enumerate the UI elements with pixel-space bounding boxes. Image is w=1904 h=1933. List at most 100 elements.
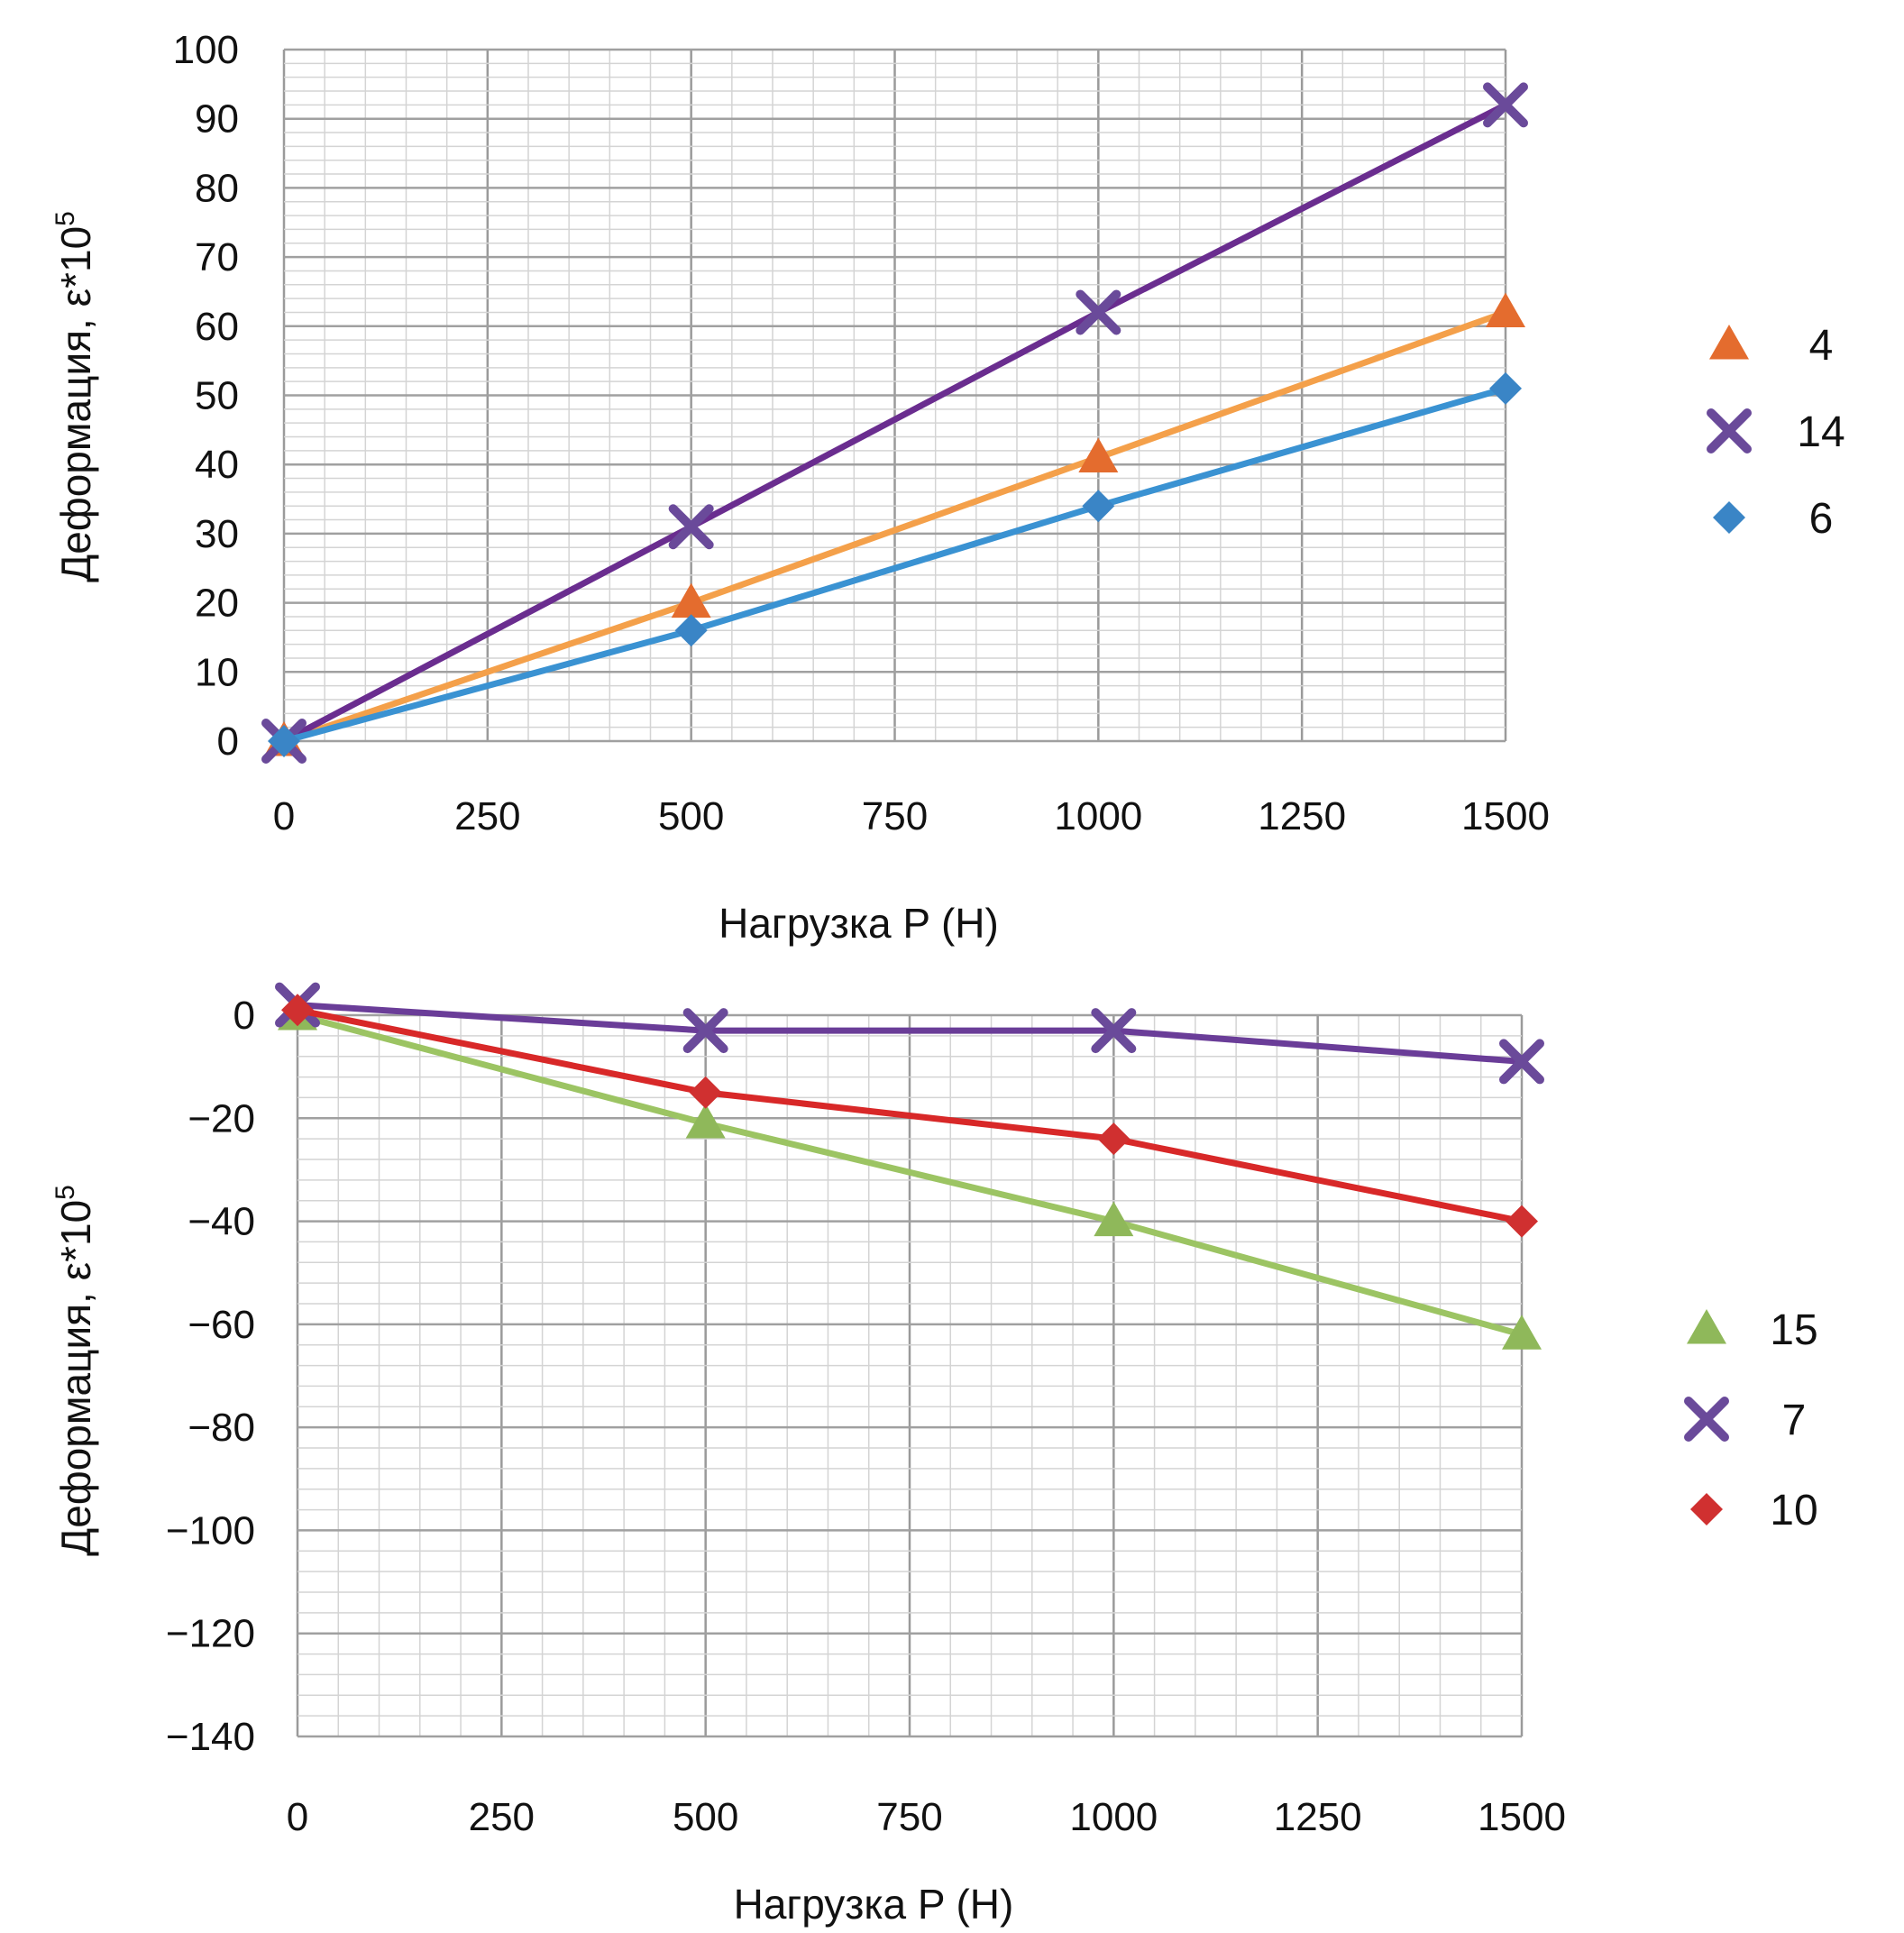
marker-stroke <box>1483 82 1528 128</box>
x-tick-labels: 0 250 500 750 1000 1250 1500 <box>287 1795 1566 1839</box>
legend-marker-6 <box>1713 501 1745 534</box>
x-tick-label: 0 <box>273 794 295 838</box>
series-line-14 <box>280 101 1509 745</box>
series-6 <box>268 371 1522 757</box>
y-tick-label: 80 <box>195 166 239 210</box>
legend-label-14: 14 <box>1797 408 1844 456</box>
data-point-10 <box>689 1076 722 1109</box>
x-tick-label: 1500 <box>1478 1795 1566 1839</box>
legend-marker-15 <box>1687 1309 1726 1344</box>
y-tick-label: 0 <box>217 719 239 764</box>
y-tick-label: −40 <box>188 1200 255 1244</box>
marker-stroke <box>1707 408 1752 453</box>
y-tick-label: −20 <box>188 1096 255 1141</box>
series-15 <box>278 995 1542 1350</box>
marker-stroke <box>1076 289 1121 335</box>
series-line-15 <box>294 1012 1525 1338</box>
x-tick-label: 750 <box>876 1795 942 1839</box>
y-axis-title-exponent: 5 <box>50 211 80 226</box>
y-axis-title: Деформация, ε*105 <box>50 211 99 582</box>
data-point-15 <box>1502 1315 1542 1350</box>
y-tick-label: 40 <box>195 443 239 487</box>
y-tick-label: 0 <box>233 994 255 1038</box>
x-tick-label: 0 <box>287 1795 308 1839</box>
legend-label-6: 6 <box>1809 495 1834 543</box>
data-point-6 <box>674 614 708 647</box>
series-line-7 <box>294 1002 1525 1065</box>
x-tick-label: 1250 <box>1274 1795 1362 1839</box>
y-tick-labels: 0 10 20 30 40 50 60 70 80 90 100 <box>173 28 239 764</box>
y-tick-label: 10 <box>195 650 239 694</box>
series-10 <box>281 994 1538 1238</box>
y-axis-title-text: Деформация, ε*10 <box>52 226 99 582</box>
data-point-6 <box>1489 371 1522 405</box>
marker-stroke <box>682 1008 728 1054</box>
x-tick-label: 500 <box>673 1795 738 1839</box>
y-axis-title: Деформация, ε*105 <box>50 1185 99 1556</box>
x-tick-label: 250 <box>454 794 520 838</box>
data-point-10 <box>1097 1122 1130 1156</box>
x-tick-label: 1250 <box>1258 794 1346 838</box>
chart-top-positive-strain: 0 250 500 750 1000 1250 1500 0 10 20 30 40 50 60 70 80 9… <box>50 28 1845 947</box>
x-tick-label: 500 <box>658 794 724 838</box>
data-point-4 <box>1078 437 1119 473</box>
x-axis-title: Нагрузка P (Н) <box>734 1881 1014 1928</box>
series-line-6 <box>280 385 1509 745</box>
y-tick-label: −80 <box>188 1406 255 1450</box>
y-tick-label: 70 <box>195 235 239 279</box>
data-point-7 <box>682 1008 728 1054</box>
y-tick-label: 90 <box>195 97 239 142</box>
y-tick-label: 30 <box>195 512 239 556</box>
data-point-6 <box>1082 490 1115 523</box>
y-axis-title-exponent: 5 <box>50 1185 80 1200</box>
legend: 4 14 6 <box>1707 322 1845 543</box>
legend-label-7: 7 <box>1782 1397 1807 1444</box>
legend-marker-10 <box>1690 1493 1723 1525</box>
y-tick-label: 50 <box>195 374 239 418</box>
data-point-4 <box>671 582 711 618</box>
y-tick-label: −120 <box>166 1612 255 1656</box>
legend-marker-14 <box>1707 408 1752 453</box>
data-point-14 <box>668 504 714 550</box>
x-tick-label: 1000 <box>1054 794 1142 838</box>
data-point-14 <box>1076 289 1121 335</box>
marker-stroke <box>1091 1008 1137 1054</box>
chart-bottom-negative-strain: 0 250 500 750 1000 1250 1500 0 −20 −40 −60 −80 −100 −… <box>50 982 1818 1928</box>
marker-stroke <box>668 504 714 550</box>
legend-label-4: 4 <box>1809 322 1834 370</box>
y-tick-label: −140 <box>166 1715 255 1759</box>
data-point-4 <box>1486 292 1525 327</box>
x-tick-label: 1000 <box>1069 1795 1158 1839</box>
y-axis-title-text: Деформация, ε*10 <box>52 1200 99 1556</box>
marker-stroke <box>1684 1397 1729 1442</box>
data-point-7 <box>1091 1008 1137 1054</box>
grid <box>282 48 1507 743</box>
x-tick-label: 750 <box>862 794 928 838</box>
marker-stroke <box>1499 1039 1544 1085</box>
legend-label-10: 10 <box>1770 1487 1817 1534</box>
data-point-15 <box>1094 1201 1134 1237</box>
legend: 15 7 10 <box>1684 1306 1818 1534</box>
x-tick-label: 250 <box>469 1795 535 1839</box>
series-line-4 <box>280 308 1509 745</box>
data-point-6 <box>268 725 300 757</box>
data-point-15 <box>685 1104 726 1139</box>
x-axis-title: Нагрузка P (Н) <box>719 900 999 947</box>
y-tick-label: 60 <box>195 305 239 349</box>
legend-label-15: 15 <box>1770 1306 1817 1354</box>
data-point-7 <box>1499 1039 1544 1085</box>
legend-marker-7 <box>1684 1397 1729 1442</box>
y-tick-label: 100 <box>173 28 239 72</box>
y-tick-label: −60 <box>188 1303 255 1347</box>
x-tick-labels: 0 250 500 750 1000 1250 1500 <box>273 794 1550 838</box>
y-tick-labels: 0 −20 −40 −60 −80 −100 −120 −140 <box>166 994 255 1759</box>
series-14 <box>261 82 1528 764</box>
y-tick-label: −100 <box>166 1508 255 1553</box>
data-point-14 <box>1483 82 1528 128</box>
grid <box>296 1013 1524 1738</box>
data-point-10 <box>281 994 314 1027</box>
series-line-10 <box>294 1006 1525 1225</box>
x-tick-label: 1500 <box>1461 794 1550 838</box>
data-point-10 <box>1506 1205 1538 1238</box>
